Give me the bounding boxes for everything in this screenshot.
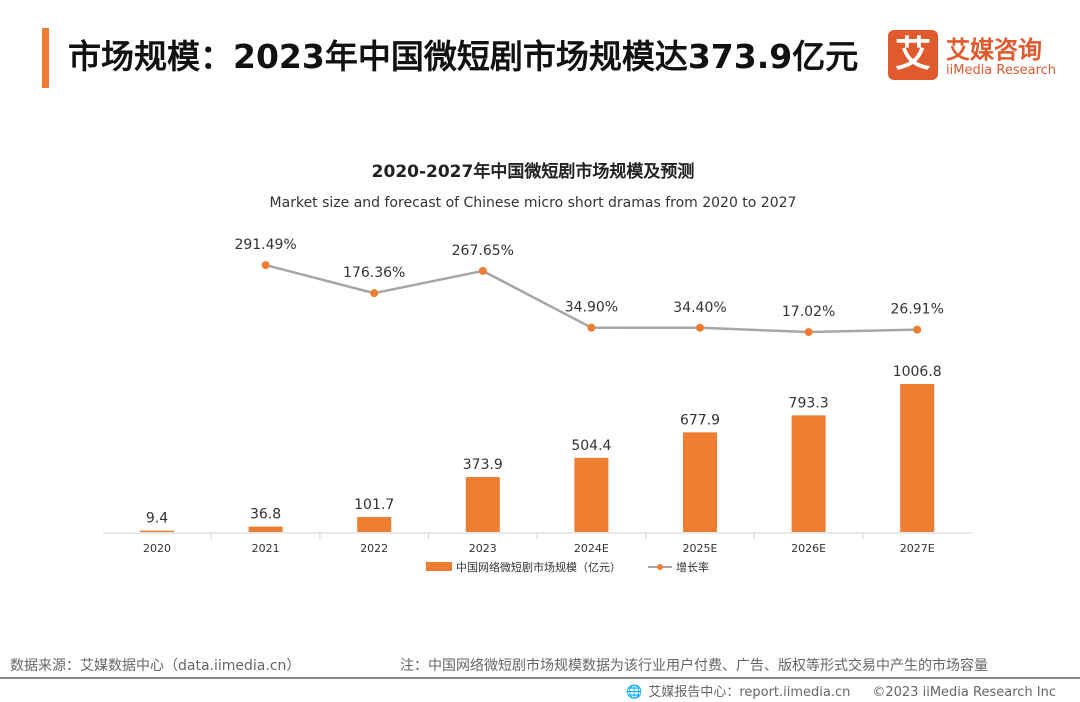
iimedia-logo: 艾 艾媒咨询 iiMedia Research [888, 30, 1058, 80]
legend-bar-swatch [426, 562, 452, 571]
bar [900, 384, 935, 532]
growth-rate-point [913, 325, 922, 334]
bar-value-label: 101.7 [354, 497, 394, 513]
legend-line-label: 增长率 [676, 560, 709, 574]
x-tick-label: 2022 [360, 542, 388, 555]
x-tick-label: 2020 [143, 542, 171, 555]
growth-rate-label: 176.36% [343, 265, 405, 281]
growth-rate-label: 34.40% [673, 300, 726, 316]
footer-bottom: 🌐 艾媒报告中心：report.iimedia.cn ©2023 iiMedia R… [620, 681, 1056, 700]
bar-value-label: 373.9 [463, 457, 503, 473]
legend-bar-label: 中国网络微短剧市场规模（亿元） [456, 560, 621, 574]
footnote: 注：中国网络微短剧市场规模数据为该行业用户付费、广告、版权等形式交易中产生的市场… [400, 658, 988, 674]
growth-rate-point [370, 289, 379, 298]
title-accent-bar [42, 28, 49, 88]
bar-value-label: 1006.8 [893, 364, 942, 380]
bar [357, 517, 392, 532]
bar-value-label: 36.8 [250, 507, 281, 523]
bar-value-label: 677.9 [680, 412, 720, 428]
legend-line-marker [657, 564, 663, 570]
copyright: ©2023 iiMedia Research Inc [872, 685, 1056, 700]
chart-title: 2020-2027年中国微短剧市场规模及预测 [372, 161, 695, 182]
data-source: 数据来源：艾媒数据中心（data.iimedia.cn） [10, 658, 301, 674]
bar-value-label: 793.3 [789, 395, 829, 411]
growth-rate-label: 34.90% [565, 300, 618, 316]
footer-divider [0, 677, 1080, 679]
growth-rate-point [478, 266, 487, 275]
growth-rate-point [261, 261, 270, 270]
growth-rate-label: 267.65% [452, 243, 514, 259]
growth-rate-point [696, 323, 704, 332]
report-link[interactable]: 艾媒报告中心：report.iimedia.cn [648, 685, 851, 700]
bar [140, 530, 174, 532]
growth-rate-label: 17.02% [782, 304, 835, 320]
x-tick-label: 2021 [252, 542, 280, 555]
bar-value-label: 504.4 [571, 438, 611, 454]
x-tick-label: 2023 [469, 542, 497, 555]
globe-icon: 🌐 [626, 685, 643, 700]
bar [465, 477, 500, 532]
logo-en: iiMedia Research [946, 63, 1057, 78]
bar [791, 415, 826, 532]
x-tick-label: 2027E [900, 542, 935, 555]
logo-mark: 艾 [888, 30, 938, 80]
chart: 2020-2027年中国微短剧市场规模及预测 Market size and f… [103, 161, 972, 574]
page-title: 市场规模：2023年中国微短剧市场规模达373.9亿元 [68, 37, 859, 76]
bar [574, 457, 609, 532]
chart-subtitle: Market size and forecast of Chinese micr… [270, 195, 797, 211]
growth-rate-label: 291.49% [234, 237, 296, 253]
x-tick-label: 2026E [791, 542, 826, 555]
x-tick-label: 2024E [574, 542, 609, 555]
growth-rate-point [587, 323, 596, 332]
bar-value-label: 9.4 [146, 511, 168, 527]
logo-cn: 艾媒咨询 [946, 36, 1042, 64]
growth-rate-point [804, 328, 813, 337]
growth-rate-label: 26.91% [891, 302, 944, 318]
bar [248, 526, 283, 532]
x-tick-label: 2025E [683, 542, 718, 555]
bar [683, 432, 717, 532]
legend: 中国网络微短剧市场规模（亿元） 增长率 [426, 560, 709, 574]
